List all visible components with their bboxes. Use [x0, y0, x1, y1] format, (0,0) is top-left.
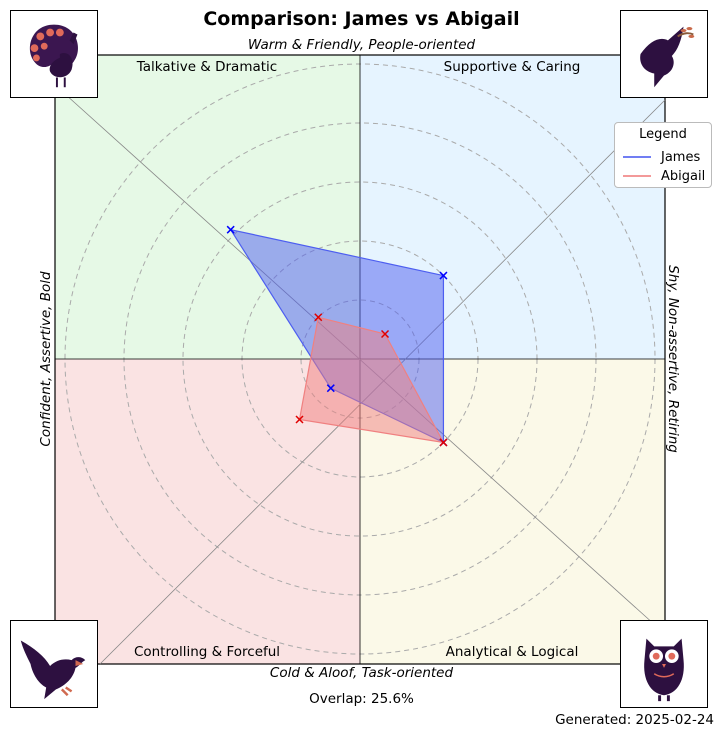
chart-title: Comparison: James vs Abigail [203, 8, 520, 30]
peacock-icon [10, 10, 98, 98]
quadrant-label-analytical: Analytical & Logical [445, 644, 579, 660]
point-james-top-left [226, 225, 235, 234]
overlap-text: Overlap: 25.6% [309, 691, 414, 707]
axis-label-top: Warm & Friendly, People-oriented [247, 37, 476, 53]
legend-title: Legend [639, 127, 687, 142]
point-abigail-top-right [381, 329, 390, 338]
legend-swatch-abigail [623, 175, 651, 177]
eagle-icon [10, 620, 98, 708]
axis-label-left: Confident, Assertive, Bold [38, 271, 54, 447]
axis-label-bottom: Cold & Aloof, Task-oriented [269, 665, 454, 681]
legend: Legend James Abigail [614, 122, 712, 188]
point-abigail-bottom-left [295, 415, 304, 424]
generated-date: Generated: 2025-02-24 [555, 712, 714, 728]
quadrant-label-supportive: Supportive & Caring [443, 59, 581, 75]
legend-label-james: James [661, 149, 701, 165]
legend-swatch-james [623, 156, 651, 158]
axis-label-right: Shy, Non-assertive, Retiring [665, 265, 681, 453]
owl-icon [620, 620, 708, 708]
point-abigail-bottom-right [439, 438, 448, 447]
point-james-bottom-left [326, 384, 335, 393]
dove-icon [620, 10, 708, 98]
legend-label-abigail: Abigail [661, 168, 706, 184]
legend-item-abigail: Abigail [623, 167, 705, 185]
legend-item-james: James [623, 148, 700, 166]
quadrant-label-talkative: Talkative & Dramatic [136, 59, 278, 75]
point-abigail-top-left [314, 313, 323, 322]
point-james-top-right [439, 271, 448, 280]
quadrant-label-controlling: Controlling & Forceful [133, 644, 281, 660]
